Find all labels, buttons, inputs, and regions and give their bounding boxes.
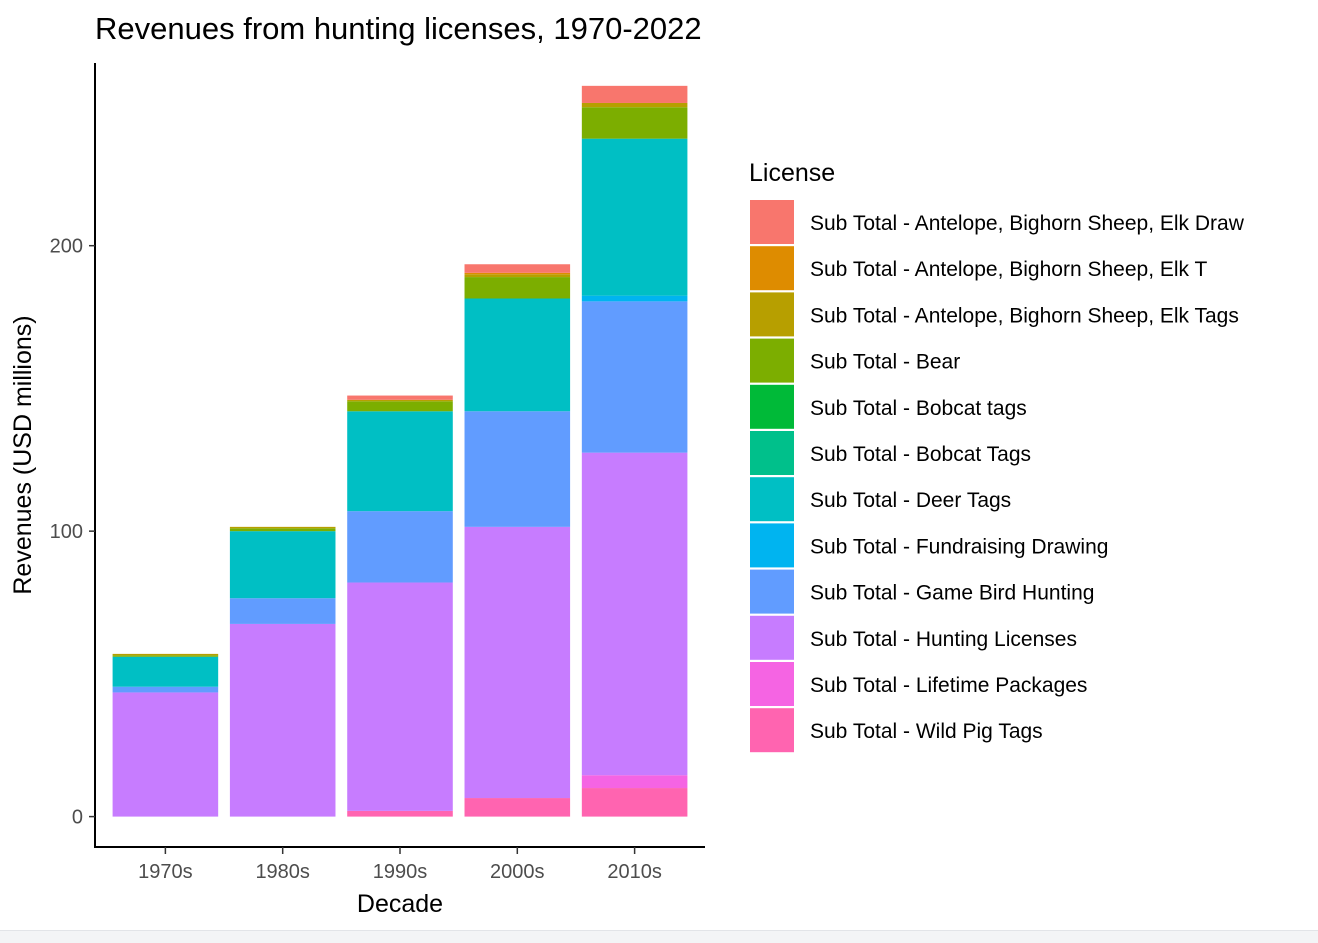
bar-segment-1980s-7 xyxy=(229,531,336,599)
legend-label: Sub Total - Antelope, Bighorn Sheep, Elk… xyxy=(810,304,1239,327)
legend-label: Sub Total - Bobcat Tags xyxy=(810,443,1031,466)
bar-segment-1990s-9 xyxy=(347,511,453,583)
legend-swatch xyxy=(750,708,794,753)
window-bottom-strip xyxy=(0,930,1318,943)
bar-segment-2000s-12 xyxy=(464,798,571,817)
y-tick-label: 0 xyxy=(72,807,83,829)
bars-layer xyxy=(112,85,688,817)
legend-label: Sub Total - Bobcat tags xyxy=(810,397,1027,420)
x-tick-label: 1980s xyxy=(255,861,310,883)
bar-segment-1990s-12 xyxy=(347,810,453,817)
legend: Sub Total - Antelope, Bighorn Sheep, Elk… xyxy=(750,200,1245,753)
legend-swatch xyxy=(750,431,794,475)
bar-segment-2010s-7 xyxy=(581,138,688,296)
bar-segment-2010s-8 xyxy=(581,295,688,302)
legend-swatch xyxy=(750,200,794,244)
bar-segment-1980s-10 xyxy=(229,623,336,817)
legend-swatch xyxy=(750,477,794,522)
bar-segment-2010s-10 xyxy=(581,452,688,776)
legend-swatch xyxy=(750,569,794,614)
bar-segment-2010s-11 xyxy=(581,775,688,789)
bar-segment-1980s-4 xyxy=(229,528,336,532)
bar-segment-1990s-1 xyxy=(347,395,453,400)
x-ticks: 1970s 1980s 1990s 2000s 2010s xyxy=(138,847,662,883)
y-tick-label: 200 xyxy=(50,236,83,258)
bar-segment-1980s-3 xyxy=(229,526,336,529)
x-tick-label: 1970s xyxy=(138,861,193,883)
bar-segment-1990s-3 xyxy=(347,399,453,402)
bar-segment-1970s-4 xyxy=(112,655,219,657)
bar-segment-2000s-7 xyxy=(464,298,571,412)
bar-segment-1980s-9 xyxy=(229,598,336,624)
legend-label: Sub Total - Game Bird Hunting xyxy=(810,582,1094,605)
x-tick-label: 1990s xyxy=(373,861,428,883)
bar-segment-2010s-3 xyxy=(581,102,688,108)
legend-label: Sub Total - Lifetime Packages xyxy=(810,674,1087,697)
bar-segment-1970s-3 xyxy=(112,653,219,656)
bar-segment-1970s-10 xyxy=(112,692,219,817)
legend-label: Sub Total - Hunting Licenses xyxy=(810,628,1077,651)
legend-swatch xyxy=(750,523,794,568)
y-axis-title: Revenues (USD millions) xyxy=(9,315,37,594)
legend-label: Sub Total - Antelope, Bighorn Sheep, Elk… xyxy=(810,258,1207,281)
chart-title: Revenues from hunting licenses, 1970-202… xyxy=(95,11,702,46)
bar-segment-1970s-9 xyxy=(112,686,219,693)
x-tick-label: 2000s xyxy=(490,861,545,883)
legend-swatch xyxy=(750,662,794,706)
bar-segment-2000s-2 xyxy=(464,272,571,275)
bar-segment-2000s-9 xyxy=(464,411,571,527)
legend-swatch xyxy=(750,384,794,429)
bar-segment-1990s-7 xyxy=(347,411,453,512)
bar-segment-1990s-10 xyxy=(347,582,453,811)
bar-segment-2000s-3 xyxy=(464,274,571,278)
legend-swatch xyxy=(750,338,794,383)
bar-segment-2010s-12 xyxy=(581,788,688,817)
legend-label: Sub Total - Antelope, Bighorn Sheep, Elk… xyxy=(810,212,1245,235)
x-axis-title: Decade xyxy=(357,890,443,918)
bar-segment-2000s-10 xyxy=(464,526,571,799)
legend-swatch xyxy=(750,615,794,660)
x-tick-label: 2010s xyxy=(607,861,662,883)
bar-segment-2010s-4 xyxy=(581,107,688,139)
legend-label: Sub Total - Bear xyxy=(810,351,960,374)
legend-label: Sub Total - Deer Tags xyxy=(810,489,1011,512)
bar-segment-2010s-9 xyxy=(581,301,688,453)
legend-label: Sub Total - Fundraising Drawing xyxy=(810,535,1108,558)
bar-segment-1990s-4 xyxy=(347,401,453,412)
legend-swatch xyxy=(750,292,794,337)
legend-title: License xyxy=(749,159,835,187)
legend-swatch xyxy=(750,246,794,291)
y-tick-label: 100 xyxy=(50,521,83,543)
legend-label: Sub Total - Wild Pig Tags xyxy=(810,720,1043,743)
y-ticks: 0 100 200 xyxy=(50,236,95,829)
bar-segment-1970s-7 xyxy=(112,656,219,687)
bar-segment-2000s-1 xyxy=(464,264,571,273)
bar-segment-2010s-1 xyxy=(581,85,688,103)
bar-segment-2000s-4 xyxy=(464,277,571,299)
